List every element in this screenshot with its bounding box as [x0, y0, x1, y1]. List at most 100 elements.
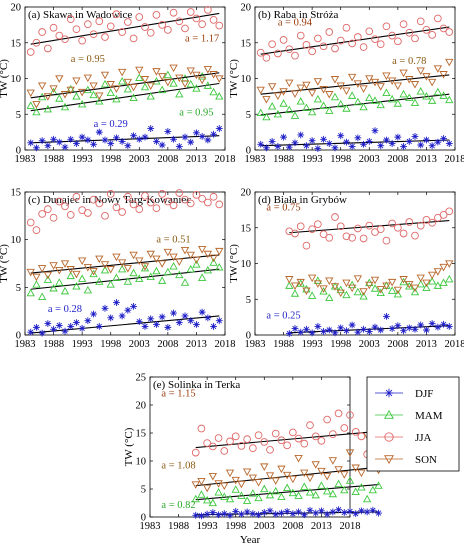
data-point-triangle-up: [359, 292, 368, 300]
data-point-circle: [101, 211, 109, 220]
data-point-circle: [434, 14, 442, 23]
data-point-triangle-down: [248, 474, 258, 483]
data-point-circle: [78, 36, 86, 45]
x-tick-label: 1998: [100, 154, 121, 165]
data-point-circle: [365, 221, 374, 230]
data-point-star: [308, 329, 316, 337]
y-tick-label: 10: [241, 74, 252, 85]
data-point-circle: [296, 31, 305, 40]
y-tick-label: 15: [241, 223, 252, 234]
data-point-triangle-down: [191, 481, 200, 489]
data-point-triangle-down: [313, 280, 323, 288]
series-djf: [257, 127, 453, 152]
data-point-star: [135, 318, 143, 326]
data-point-circle: [422, 26, 431, 34]
data-point-circle: [285, 45, 294, 54]
data-point-triangle-up: [285, 105, 294, 114]
x-tick-label: 1983: [245, 154, 266, 165]
data-point-triangle-down: [237, 480, 246, 489]
data-point-triangle-down: [215, 247, 224, 256]
data-point-triangle-up: [351, 487, 360, 495]
data-point-triangle-down: [393, 82, 403, 90]
data-point-circle: [291, 229, 299, 238]
data-point-triangle-down: [163, 248, 173, 257]
data-point-circle: [308, 225, 316, 234]
data-point-circle: [152, 204, 161, 213]
series-mam: [256, 87, 454, 121]
data-point-star: [33, 323, 40, 331]
data-point-circle: [231, 432, 240, 441]
data-point-triangle-up: [254, 493, 263, 502]
data-point-triangle-down: [260, 463, 269, 471]
data-point-star: [320, 328, 327, 335]
data-point-star: [33, 144, 40, 152]
data-point-star: [306, 506, 314, 514]
data-point-star: [285, 330, 293, 337]
data-point-triangle-down: [342, 279, 351, 288]
data-point-star: [280, 133, 287, 141]
x-tick-label: 2003: [359, 154, 380, 165]
x-tick-label: 2008: [157, 154, 178, 165]
data-point-triangle-up: [271, 486, 280, 495]
data-point-circle: [209, 16, 218, 24]
data-point-star: [352, 510, 360, 518]
data-point-circle: [416, 17, 425, 26]
data-point-star: [55, 138, 63, 146]
data-point-star: [440, 135, 447, 142]
data-point-triangle-up: [77, 274, 87, 282]
data-point-triangle-up: [277, 492, 286, 501]
data-point-star: [215, 511, 222, 519]
data-point-triangle-down: [262, 96, 271, 104]
data-point-triangle-down: [157, 73, 167, 81]
data-point-circle: [256, 48, 265, 57]
data-point-circle: [399, 20, 408, 29]
data-point-triangle-up: [256, 108, 265, 116]
data-point-circle: [249, 444, 257, 452]
x-tick-label: 2018: [215, 339, 236, 350]
data-point-triangle-up: [319, 101, 328, 109]
data-point-triangle-down: [285, 79, 294, 88]
data-point-triangle-up: [307, 291, 317, 299]
data-point-triangle-down: [129, 251, 138, 260]
slope-annotation: a = 0.25: [266, 311, 300, 322]
data-point-triangle-down: [445, 260, 454, 268]
data-point-star: [27, 139, 35, 147]
data-point-circle: [26, 218, 35, 227]
data-point-circle: [268, 40, 276, 49]
data-point-triangle-up: [393, 99, 403, 107]
data-point-star: [346, 508, 354, 515]
data-point-triangle-up: [416, 279, 425, 288]
data-point-circle: [325, 28, 334, 36]
data-point-triangle-up: [265, 490, 275, 499]
data-point-star: [289, 510, 297, 518]
data-point-star: [215, 317, 223, 325]
legend: DJF MAM JJA SON: [366, 376, 460, 472]
data-point-triangle-down: [32, 101, 41, 109]
slope-annotation: a = 0.51: [156, 235, 190, 246]
data-point-triangle-up: [387, 286, 397, 294]
data-point-triangle-down: [140, 263, 150, 271]
data-point-circle: [262, 53, 271, 62]
data-point-triangle-down: [319, 285, 328, 293]
y-tick-label: 20: [11, 3, 22, 14]
data-point-star: [371, 323, 379, 331]
data-point-triangle-up: [100, 79, 110, 88]
data-point-triangle-down: [317, 467, 326, 476]
data-point-triangle-down: [72, 270, 81, 279]
data-point-triangle-up: [357, 482, 366, 491]
data-point-circle: [220, 447, 229, 455]
data-point-circle: [214, 434, 223, 442]
data-point-triangle-up: [83, 285, 93, 294]
data-point-triangle-down: [186, 251, 195, 260]
data-point-star: [297, 328, 305, 336]
data-point-triangle-up: [203, 81, 213, 89]
series-son: [285, 260, 454, 298]
data-point-triangle-down: [83, 264, 93, 272]
data-point-circle: [44, 44, 52, 53]
data-point-star: [365, 138, 373, 145]
data-point-triangle-up: [157, 276, 167, 284]
data-point-star: [400, 327, 407, 335]
data-point-star: [300, 511, 308, 519]
data-point-star: [78, 324, 86, 332]
data-point-star: [198, 512, 205, 520]
